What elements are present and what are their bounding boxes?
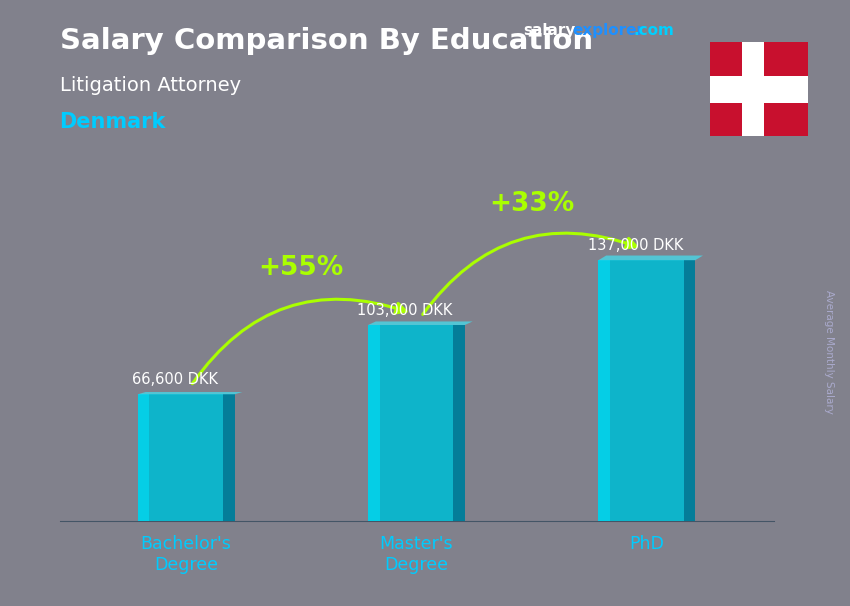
Text: Average Monthly Salary: Average Monthly Salary (824, 290, 834, 413)
Bar (138, 395, 150, 521)
Polygon shape (598, 256, 703, 260)
Text: explorer: explorer (572, 23, 644, 38)
Bar (598, 260, 610, 521)
Bar (710, 76, 808, 102)
Bar (598, 260, 695, 521)
Text: Salary Comparison By Education: Salary Comparison By Education (60, 27, 592, 55)
Bar (138, 395, 235, 521)
Bar (453, 325, 465, 521)
Polygon shape (368, 321, 473, 325)
Text: salary: salary (523, 23, 575, 38)
Text: Litigation Attorney: Litigation Attorney (60, 76, 241, 95)
Text: +55%: +55% (258, 255, 344, 281)
Text: .com: .com (633, 23, 674, 38)
Polygon shape (138, 392, 242, 395)
Text: Denmark: Denmark (60, 112, 166, 132)
Text: 137,000 DKK: 137,000 DKK (587, 238, 683, 253)
Bar (368, 325, 465, 521)
Text: +33%: +33% (489, 190, 575, 216)
Bar (742, 42, 763, 136)
Text: 103,000 DKK: 103,000 DKK (357, 302, 453, 318)
Bar (223, 395, 235, 521)
Bar (368, 325, 380, 521)
Text: 66,600 DKK: 66,600 DKK (132, 372, 218, 387)
Bar (683, 260, 695, 521)
